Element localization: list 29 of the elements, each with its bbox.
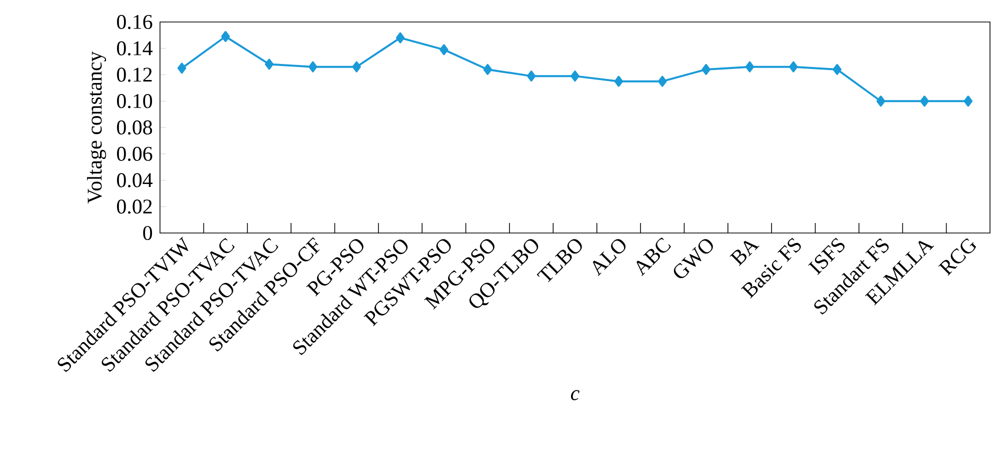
- point: [526, 70, 536, 82]
- point: [396, 32, 405, 44]
- point: [352, 61, 361, 72]
- point: [920, 96, 929, 107]
- y-tick-label: 0.10: [117, 94, 152, 108]
- point: [177, 62, 186, 74]
- point: [789, 61, 798, 72]
- point: [702, 64, 710, 75]
- point: [570, 70, 580, 82]
- point: [614, 76, 624, 87]
- point: [832, 64, 842, 75]
- y-tick-label: 0.12: [117, 68, 152, 82]
- y-tick-label: 0.04: [117, 173, 153, 188]
- point: [221, 31, 230, 42]
- point: [876, 96, 886, 107]
- point: [440, 44, 448, 56]
- y-tick-label: 0.16: [117, 14, 152, 30]
- point: [308, 61, 318, 72]
- y-tick-label: 0.14: [117, 41, 153, 56]
- point: [964, 96, 973, 107]
- point: [483, 64, 492, 75]
- y-tick-label: 0.08: [117, 120, 152, 135]
- y-tick-label: 0.06: [117, 146, 152, 161]
- x-axis-title: c: [571, 390, 580, 400]
- point: [658, 76, 667, 87]
- y-tick-label: 0.02: [117, 200, 152, 214]
- point: [264, 58, 274, 70]
- point: [745, 61, 754, 72]
- y-axis-title: Voltage constancy: [87, 51, 106, 204]
